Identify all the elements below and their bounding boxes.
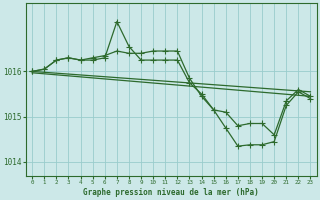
X-axis label: Graphe pression niveau de la mer (hPa): Graphe pression niveau de la mer (hPa) [84, 188, 259, 197]
